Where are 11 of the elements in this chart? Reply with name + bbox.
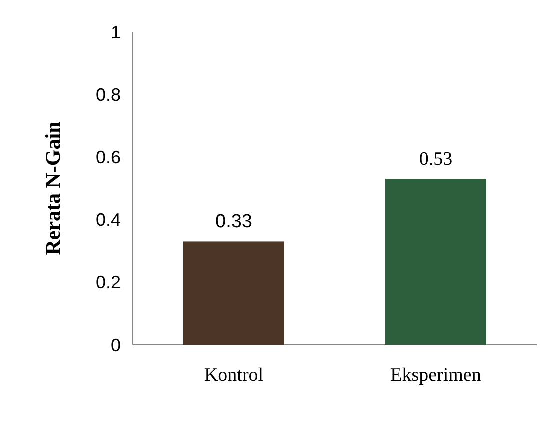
y-tick-label: 0 [110,335,121,356]
y-axis-title: Rerata N-Gain [41,121,65,256]
y-tick-label: 0.6 [96,148,121,168]
y-tick-label: 0.8 [96,84,121,105]
x-tick-label: Kontrol [204,365,264,386]
x-tick-label: Eksperimen [390,365,482,386]
y-tick-label: 1 [110,22,121,42]
y-tick-label: 0.2 [96,272,121,293]
data-label: 0.33 [216,212,252,233]
y-tick-label: 0.4 [96,210,121,230]
data-label: 0.53 [419,149,453,170]
